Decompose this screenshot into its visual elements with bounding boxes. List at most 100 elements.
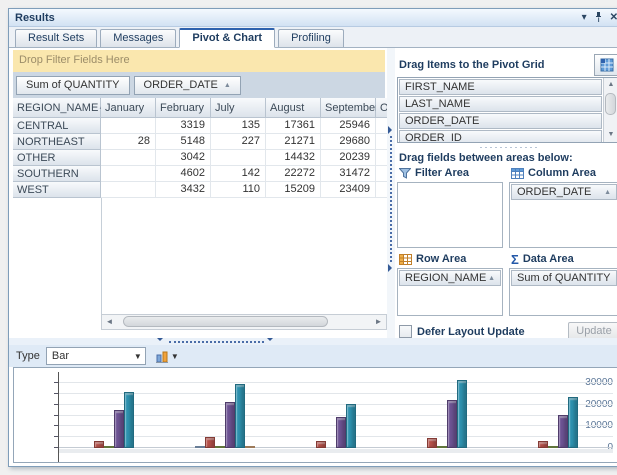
pivot-cell[interactable]: 20239 bbox=[321, 150, 376, 166]
pivot-cell[interactable]: 135 bbox=[211, 118, 266, 134]
pin-icon[interactable] bbox=[594, 12, 603, 23]
pivot-cell[interactable]: 110 bbox=[211, 182, 266, 198]
field-list-item[interactable]: LAST_NAME bbox=[399, 96, 602, 112]
row-area-icon bbox=[399, 253, 412, 265]
pivot-cell[interactable]: 3319 bbox=[156, 118, 211, 134]
scrollbar-thumb[interactable] bbox=[123, 316, 328, 327]
row-header[interactable]: NORTHEAST bbox=[13, 134, 101, 150]
pivot-cell[interactable]: 4602 bbox=[156, 166, 211, 182]
pivot-cell[interactable] bbox=[376, 182, 387, 198]
column-header[interactable]: January bbox=[101, 98, 156, 118]
chart-gridline bbox=[58, 382, 613, 383]
area-field-item[interactable]: REGION_NAME ▲ bbox=[399, 270, 501, 286]
scroll-down-icon[interactable]: ▼ bbox=[607, 131, 615, 138]
area-field-item[interactable]: ORDER_DATE ▲ bbox=[511, 184, 617, 200]
pivot-cell[interactable]: 22272 bbox=[266, 166, 321, 182]
row-header[interactable]: OTHER bbox=[13, 150, 101, 166]
bar-chart: 0100002000030000 bbox=[13, 367, 617, 463]
pivot-cell[interactable] bbox=[101, 118, 156, 134]
bar-july bbox=[104, 446, 115, 448]
window-menu-icon[interactable]: ▾ bbox=[581, 11, 587, 23]
close-icon[interactable]: ✕ bbox=[610, 12, 617, 23]
row-area-box[interactable]: REGION_NAME ▲ bbox=[397, 268, 503, 316]
update-button[interactable]: Update bbox=[568, 322, 617, 341]
pivot-cell[interactable] bbox=[376, 166, 387, 182]
defer-layout-checkbox[interactable] bbox=[399, 325, 412, 338]
pivot-cell[interactable]: 142 bbox=[211, 166, 266, 182]
filter-drop-zone[interactable]: Drop Filter Fields Here bbox=[13, 50, 385, 72]
pivot-cell[interactable]: 21271 bbox=[266, 134, 321, 150]
field-list-item[interactable]: ORDER_DATE bbox=[399, 113, 602, 129]
pivot-grid-layout-button[interactable] bbox=[594, 54, 617, 76]
pivot-cell[interactable]: 23409 bbox=[321, 182, 376, 198]
scrollbar-thumb[interactable] bbox=[605, 93, 616, 115]
column-area-box[interactable]: ORDER_DATE ▲ bbox=[509, 182, 617, 248]
pivot-cell[interactable]: 3432 bbox=[156, 182, 211, 198]
vertical-splitter[interactable] bbox=[387, 48, 395, 338]
tab-result-sets[interactable]: Result Sets bbox=[15, 29, 98, 47]
row-header[interactable]: CENTRAL bbox=[13, 118, 101, 134]
field-list-item[interactable]: ORDER_ID bbox=[399, 130, 602, 142]
column-header[interactable]: August bbox=[266, 98, 321, 118]
column-area-icon bbox=[511, 167, 524, 179]
pivot-cell[interactable] bbox=[101, 182, 156, 198]
row-field-header[interactable]: REGION_NAME▲ bbox=[13, 98, 105, 118]
row-header[interactable]: WEST bbox=[13, 182, 101, 198]
tab-pivot-chart[interactable]: Pivot & Chart bbox=[179, 28, 276, 48]
chart-axis-tick bbox=[54, 403, 58, 405]
field-list-scrollbar[interactable]: ▲ ▼ bbox=[603, 78, 617, 142]
tab-profiling[interactable]: Profiling bbox=[278, 29, 344, 47]
scroll-up-icon[interactable]: ▲ bbox=[607, 81, 615, 88]
column-header[interactable]: September bbox=[321, 98, 379, 118]
pivot-cell[interactable]: 5148 bbox=[156, 134, 211, 150]
pivot-cell[interactable] bbox=[211, 150, 266, 166]
data-field-button[interactable]: Sum of QUANTITY bbox=[16, 75, 130, 95]
chart-gridline bbox=[58, 436, 613, 438]
combobox-dropdown-icon[interactable]: ▼ bbox=[133, 351, 142, 361]
pane-titlebar: Results ▾ ✕ bbox=[9, 9, 617, 27]
chart-wizard-icon bbox=[155, 351, 168, 363]
column-header[interactable]: February bbox=[156, 98, 211, 118]
data-area-box[interactable]: Sum of QUANTITY bbox=[509, 268, 617, 316]
pivot-cell[interactable]: 14432 bbox=[266, 150, 321, 166]
scroll-left-icon[interactable]: ◄ bbox=[105, 317, 114, 326]
column-header[interactable]: July bbox=[211, 98, 266, 118]
pivot-cell[interactable] bbox=[376, 134, 387, 150]
pivot-cell[interactable]: 25946 bbox=[321, 118, 376, 134]
scroll-right-icon[interactable]: ► bbox=[374, 317, 383, 326]
column-header[interactable]: October bbox=[376, 98, 387, 118]
chart-wizard-dropdown-icon[interactable]: ▼ bbox=[170, 351, 179, 361]
bar-group-other bbox=[281, 372, 392, 448]
column-field-button[interactable]: ORDER_DATE ▲ bbox=[133, 75, 241, 95]
pivot-cell[interactable] bbox=[376, 118, 387, 134]
list-splitter-dots[interactable]: ············ bbox=[479, 142, 540, 152]
area-field-item[interactable]: Sum of QUANTITY bbox=[511, 270, 617, 286]
chart-axis-tick bbox=[54, 425, 58, 427]
field-list-item[interactable]: FIRST_NAME bbox=[399, 79, 602, 95]
chart-bar-groups bbox=[59, 372, 613, 448]
pivot-cell[interactable]: 31472 bbox=[321, 166, 376, 182]
pivot-cell[interactable] bbox=[101, 150, 156, 166]
chart-type-combobox[interactable]: Bar ▼ bbox=[45, 347, 146, 365]
chart-gridline bbox=[58, 403, 613, 405]
horizontal-splitter[interactable] bbox=[9, 338, 617, 345]
pivot-cell[interactable] bbox=[376, 150, 387, 166]
row-field-label: REGION_NAME bbox=[17, 101, 99, 114]
pivot-cell[interactable]: 29680 bbox=[321, 134, 376, 150]
tab-messages[interactable]: Messages bbox=[100, 29, 177, 47]
row-header[interactable]: SOUTHERN bbox=[13, 166, 101, 182]
pivot-cell[interactable] bbox=[101, 166, 156, 182]
pivot-cell[interactable]: 227 bbox=[211, 134, 266, 150]
chart-gridline bbox=[58, 414, 613, 416]
pivot-cell[interactable]: 28 bbox=[101, 134, 156, 150]
sigma-icon: Σ bbox=[511, 251, 519, 267]
pivot-cell[interactable]: 17361 bbox=[266, 118, 321, 134]
pivot-grid-icon bbox=[600, 58, 614, 72]
chart-wizard-button[interactable]: ▼ bbox=[152, 349, 182, 364]
pivot-cell[interactable]: 15209 bbox=[266, 182, 321, 198]
field-chooser-panel: Drag Items to the Pivot Grid FIRST_NAME L… bbox=[395, 48, 617, 341]
horizontal-scrollbar[interactable]: ◄ ► bbox=[101, 314, 387, 330]
filter-area-box[interactable] bbox=[397, 182, 503, 248]
pivot-cell[interactable]: 3042 bbox=[156, 150, 211, 166]
